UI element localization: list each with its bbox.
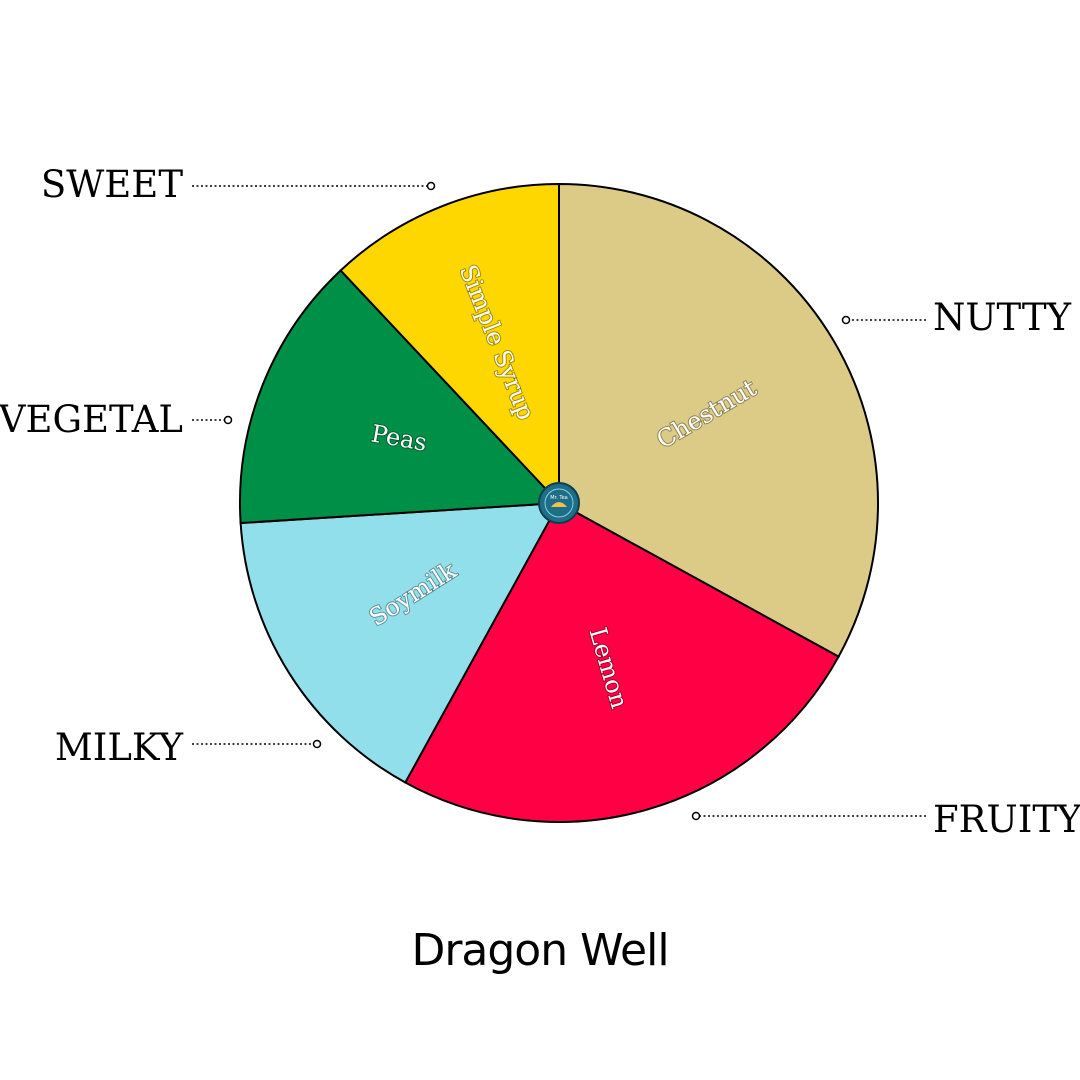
pie-slice-chestnut (558, 182, 879, 659)
pie-slice-simple-syrup (339, 182, 560, 506)
logo-badge-icon: Mr. Tea (538, 482, 580, 524)
category-label-milky: MILKY (55, 726, 184, 769)
pie-slices (239, 182, 879, 823)
category-label-nutty: NUTTY (933, 296, 1072, 339)
leader-dot-milky (312, 739, 322, 749)
pie-slice-soymilk (239, 501, 561, 784)
category-label-sweet: SWEET (41, 163, 183, 206)
leader-dot-sweet (426, 181, 436, 191)
leader-dot-nutty (841, 315, 851, 325)
category-label-fruity: FRUITY (933, 798, 1080, 841)
leader-dot-fruity (691, 811, 701, 821)
pie-slice-lemon (403, 501, 840, 823)
logo-text: Mr. Tea (550, 495, 567, 501)
leader-dot-vegetal (223, 415, 233, 425)
leader-lines (192, 181, 926, 821)
chart-title: Dragon Well (411, 925, 669, 976)
category-label-vegetal: VEGETAL (0, 398, 183, 441)
category-labels: NUTTY FRUITY MILKY VEGETAL SWEET (0, 163, 1080, 841)
pie-slice-peas (239, 269, 562, 525)
